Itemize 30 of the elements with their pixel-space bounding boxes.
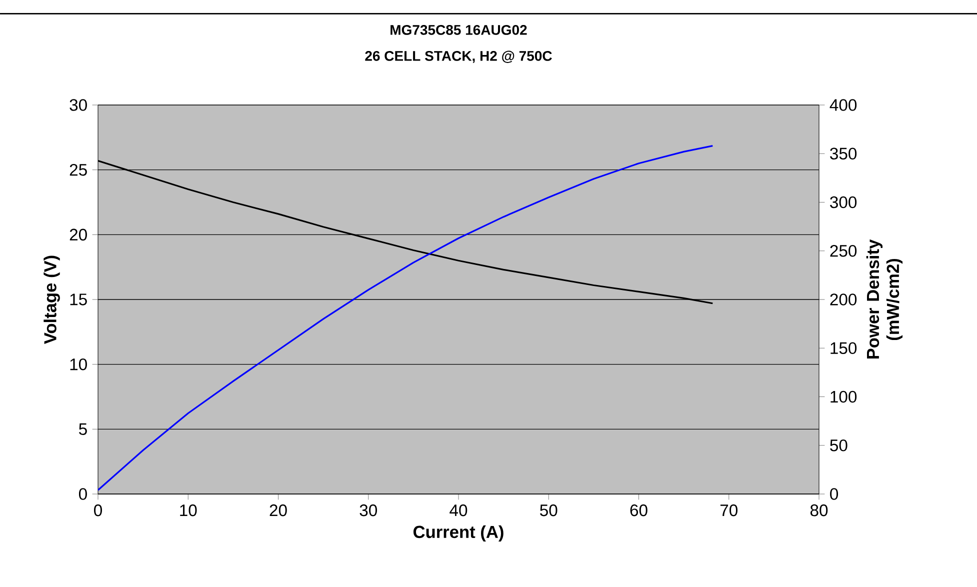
y2-tick-label: 200: [830, 294, 857, 306]
y-tick-label: 15: [70, 294, 87, 306]
y2-tick-label: 350: [830, 148, 857, 160]
x-tick-label: 70: [720, 504, 738, 516]
y2-tick-label: 300: [830, 196, 857, 208]
x-tick-label: 30: [360, 504, 377, 516]
x-tick-label: 80: [810, 504, 828, 516]
y2-tick-label: 0: [830, 488, 838, 500]
x-tick-label: 40: [450, 504, 468, 516]
x-tick-label: 10: [180, 504, 197, 516]
y-axis-title: Voltage (V): [44, 256, 60, 344]
y2-tick-label: 150: [830, 342, 857, 354]
y-tick-label: 25: [70, 164, 87, 176]
y2-tick-label: 250: [830, 244, 857, 257]
y2-tick-label: 100: [830, 390, 857, 403]
y2-tick-label: 400: [830, 99, 857, 111]
x-tick-label: 20: [270, 504, 287, 516]
x-axis-title: Current (A): [413, 525, 504, 542]
chart-title: MG735C85 16AUG02: [390, 24, 527, 35]
x-tick-label: 0: [94, 504, 102, 516]
x-tick-label: 60: [630, 504, 648, 516]
y-tick-label: 5: [79, 423, 87, 435]
y-tick-label: 20: [70, 228, 87, 241]
y-tick-label: 0: [78, 488, 87, 500]
y2-tick-label: 50: [830, 439, 848, 452]
y2-axis-title: Power Density (mW/cm2): [866, 239, 903, 359]
chart-subtitle: 26 CELL STACK, H2 @ 750C: [365, 50, 552, 63]
x-tick-label: 50: [540, 504, 558, 516]
y-tick-label: 30: [70, 99, 87, 111]
y-tick-label: 10: [70, 358, 87, 370]
